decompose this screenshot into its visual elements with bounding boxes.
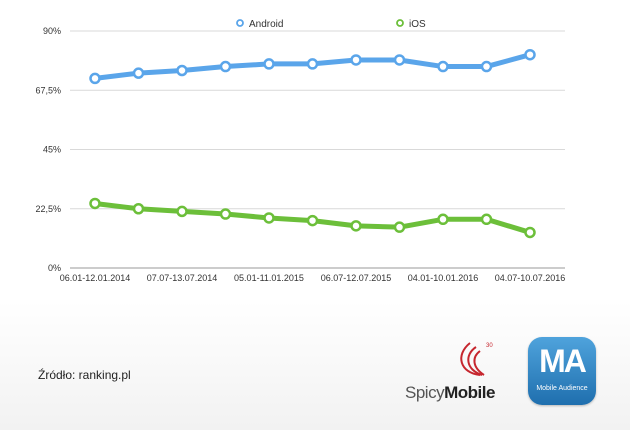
- series-group: [89, 48, 536, 239]
- x-tick-label: 06.07-12.07.2015: [321, 273, 392, 283]
- y-tick-label: 0%: [48, 263, 61, 273]
- point-android: [524, 48, 536, 61]
- legend-label-ios: iOS: [409, 19, 426, 30]
- spicymobile-swirl-icon: 30: [460, 342, 493, 376]
- spicymobile-logo: 30 SpicyMobile: [405, 335, 525, 410]
- point-android: [176, 64, 188, 77]
- x-axis-labels: 06.01-12.01.2014 07.07-13.07.2014 05.01-11…: [60, 273, 566, 283]
- legend-label-android: Android: [249, 19, 283, 30]
- mobile-word: Mobile: [444, 383, 495, 402]
- point-android: [350, 54, 362, 66]
- x-tick-label: 05.01-11.01.2015: [234, 273, 304, 283]
- mobile-audience-logo: MA Mobile Audience: [528, 337, 596, 405]
- x-tick-label: 07.07-13.07.2014: [147, 273, 218, 283]
- point-android: [480, 60, 493, 73]
- point-android: [393, 54, 406, 66]
- point-android: [219, 60, 232, 73]
- series-android: [89, 48, 536, 85]
- point-ios: [524, 226, 536, 239]
- ma-letters: MA: [539, 343, 587, 379]
- legend-marker-android: [236, 19, 244, 27]
- point-ios: [89, 197, 101, 210]
- point-ios: [219, 208, 232, 220]
- ma-subtitle: Mobile Audience: [536, 385, 588, 392]
- point-ios: [480, 213, 493, 226]
- spicymobile-wordmark: SpicyMobile: [405, 383, 495, 403]
- point-android: [132, 67, 145, 79]
- spicy-badge: 30: [486, 343, 493, 349]
- point-ios: [306, 214, 319, 227]
- point-ios: [263, 212, 275, 224]
- x-tick-label: 04.07-10.07.2016: [495, 273, 566, 283]
- point-ios: [132, 203, 145, 215]
- x-tick-label: 04.01-10.01.2016: [408, 273, 479, 283]
- point-ios: [393, 221, 406, 233]
- line-chart: 0% 22,5% 45% 67,5% 90% 06.01-12.01.2014 07.07…: [35, 19, 566, 283]
- spicy-word: Spicy: [405, 383, 445, 402]
- point-android: [437, 60, 449, 73]
- y-tick-label: 67,5%: [35, 85, 61, 95]
- point-android: [306, 58, 319, 70]
- series-ios: [89, 197, 536, 239]
- point-android: [263, 58, 275, 70]
- point-ios: [176, 205, 188, 218]
- y-axis-labels: 0% 22,5% 45% 67,5% 90%: [35, 26, 61, 273]
- y-tick-label: 90%: [43, 26, 61, 36]
- y-tick-label: 45%: [43, 145, 61, 155]
- x-tick-label: 06.01-12.01.2014: [60, 273, 131, 283]
- point-android: [89, 72, 101, 85]
- y-tick-label: 22,5%: [35, 204, 61, 214]
- legend: Android iOS: [236, 19, 426, 30]
- point-ios: [437, 213, 449, 226]
- point-ios: [350, 220, 362, 232]
- legend-marker-ios: [396, 19, 404, 27]
- source-note: Źródło: ranking.pl: [38, 368, 131, 382]
